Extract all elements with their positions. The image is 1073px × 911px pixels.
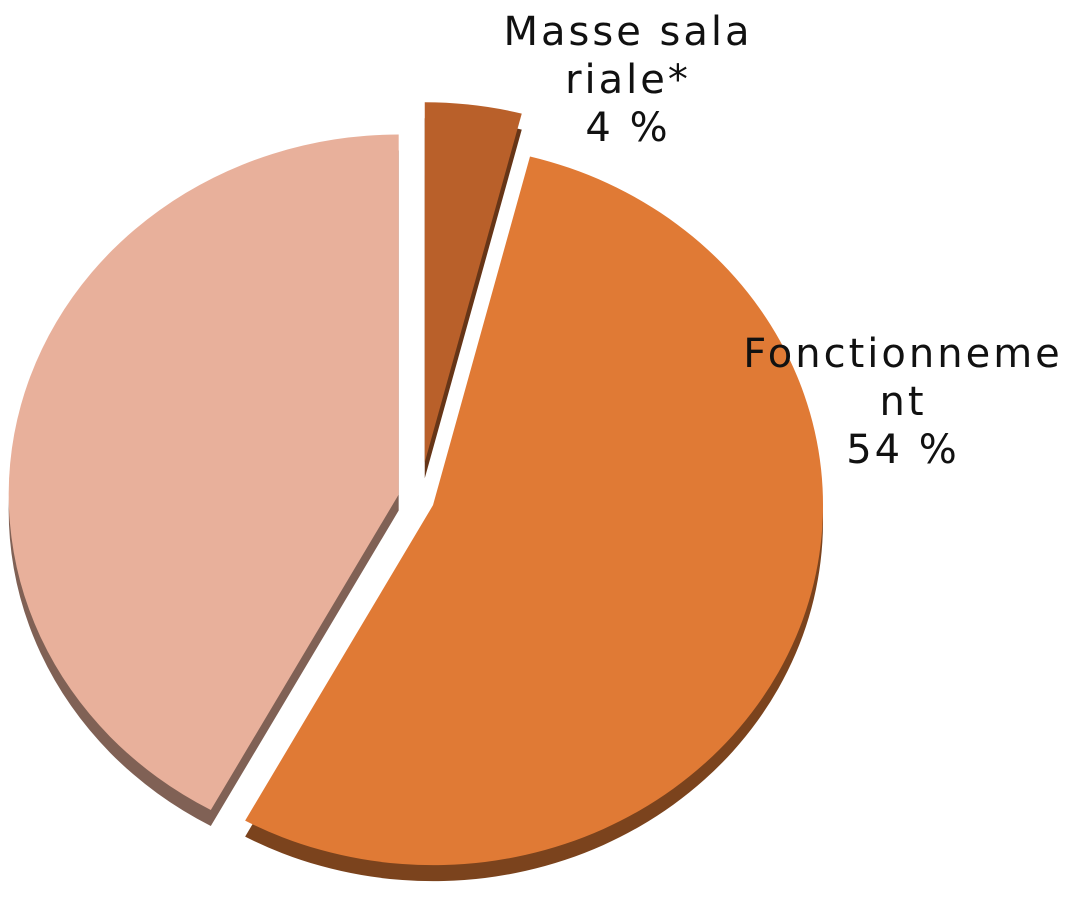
value-label: 4 % [585, 105, 671, 151]
slice-label: Fonctionnement 54 % [738, 330, 1068, 474]
slice [424, 102, 522, 463]
slice [245, 156, 824, 866]
slice-tops [8, 102, 824, 866]
category-label: Masse salariale* [503, 9, 753, 103]
category-label: Fonctionnement [743, 331, 1063, 425]
slice-label: Masse salariale* 4 % [503, 8, 753, 152]
slice [8, 134, 399, 810]
value-label: 54 % [846, 427, 960, 473]
